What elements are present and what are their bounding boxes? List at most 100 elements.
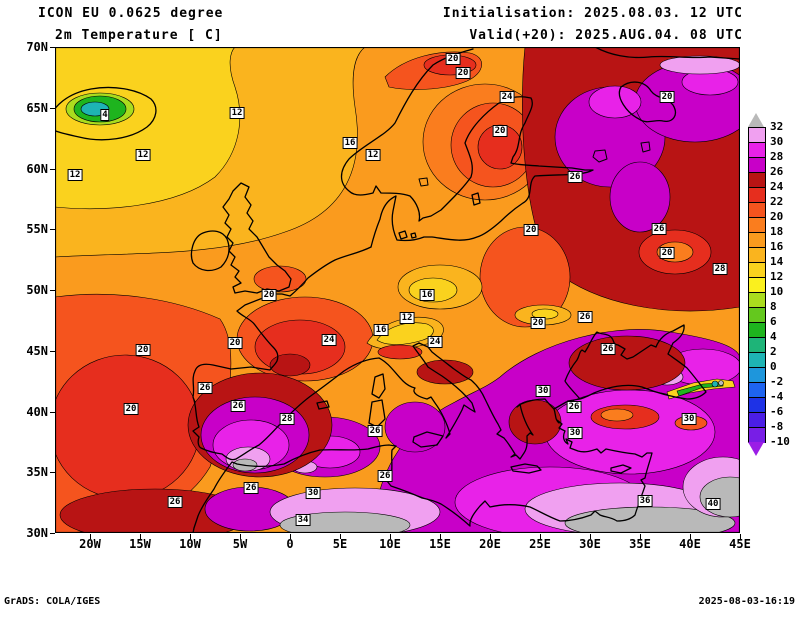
render-timestamp: 2025-08-03-16:19 bbox=[698, 596, 795, 607]
lon-label: 25E bbox=[529, 537, 551, 551]
legend-tick-label: -4 bbox=[770, 390, 784, 403]
grads-credit: GrADS: COLA/IGES bbox=[4, 596, 101, 607]
legend-tick-label: 10 bbox=[770, 285, 784, 298]
temp-band bbox=[253, 265, 307, 293]
corsica-coast bbox=[371, 373, 386, 399]
legend-swatch bbox=[748, 412, 766, 428]
lon-tick bbox=[340, 534, 341, 539]
coastline-layer bbox=[55, 47, 740, 533]
legend-tick-label: 8 bbox=[770, 300, 777, 313]
lon-tick bbox=[190, 534, 191, 539]
legend-swatch bbox=[748, 352, 766, 368]
lon-tick bbox=[240, 534, 241, 539]
initialisation-time: Initialisation: 2025.08.03. 12 UTC bbox=[442, 6, 743, 21]
temp-band-caucasus bbox=[711, 380, 719, 388]
legend-tick-label: -6 bbox=[770, 405, 784, 418]
legend-swatch bbox=[748, 367, 766, 383]
legend-swatch bbox=[748, 322, 766, 338]
legend-tick-label: 26 bbox=[770, 165, 784, 178]
legend-tick-label: 20 bbox=[770, 210, 784, 223]
lat-tick bbox=[50, 472, 55, 474]
legend-swatch bbox=[748, 113, 764, 127]
legend-tick-label: 24 bbox=[770, 180, 784, 193]
lat-tick bbox=[50, 411, 55, 413]
lon-tick bbox=[440, 534, 441, 539]
legend-tick-label: 0 bbox=[770, 360, 777, 373]
lon-tick bbox=[540, 534, 541, 539]
lat-label: 40N bbox=[26, 404, 48, 419]
temp-band bbox=[80, 101, 110, 117]
temp-band bbox=[674, 415, 708, 431]
lon-tick bbox=[640, 534, 641, 539]
lat-tick bbox=[50, 107, 55, 109]
lat-label: 30N bbox=[26, 526, 48, 540]
lake-ladoga bbox=[592, 149, 608, 163]
blacksea-coast bbox=[553, 324, 707, 410]
temp-band bbox=[588, 85, 642, 119]
legend-swatch bbox=[748, 397, 766, 413]
legend-tick-label: 6 bbox=[770, 315, 777, 328]
lat-label: 45N bbox=[26, 343, 48, 358]
temp-band bbox=[376, 322, 434, 345]
lon-label: 10W bbox=[179, 537, 201, 551]
lon-label: 5E bbox=[332, 537, 348, 551]
lon-tick bbox=[290, 534, 291, 539]
lon-label: 30E bbox=[579, 537, 601, 551]
legend-tick-label: 16 bbox=[770, 240, 784, 253]
legend-tick-label: 22 bbox=[770, 195, 784, 208]
sardinia-coast bbox=[368, 399, 386, 428]
great-britain-coast bbox=[222, 182, 292, 294]
lat-tick bbox=[50, 350, 55, 352]
temp-band bbox=[609, 161, 671, 233]
legend-tick-label: 12 bbox=[770, 270, 784, 283]
temp-band bbox=[564, 506, 736, 533]
legend-tick-label: 14 bbox=[770, 255, 784, 268]
lon-label: 5W bbox=[232, 537, 248, 551]
legend-swatch bbox=[748, 427, 766, 443]
temp-band bbox=[269, 353, 311, 377]
legend-tick-label: 4 bbox=[770, 330, 777, 343]
parameter-title: 2m Temperature [ C] bbox=[55, 28, 223, 43]
legend-tick-label: -10 bbox=[770, 435, 790, 448]
legend-swatch bbox=[748, 277, 766, 293]
lake-vanern bbox=[418, 177, 429, 187]
temp-band bbox=[568, 335, 686, 391]
lon-label: 40E bbox=[679, 537, 701, 551]
lon-label: 15E bbox=[429, 537, 451, 551]
legend-tick-label: -8 bbox=[770, 420, 784, 433]
legend-swatch bbox=[748, 187, 766, 203]
temp-band bbox=[477, 124, 523, 170]
lon-tick bbox=[740, 534, 741, 539]
lake-onega bbox=[640, 141, 651, 153]
legend-swatch bbox=[748, 382, 766, 398]
temp-band bbox=[384, 401, 446, 453]
lat-label: 55N bbox=[26, 222, 48, 237]
turkey-africa-coast bbox=[192, 408, 653, 533]
sicily-coast bbox=[412, 431, 444, 448]
lat-label: 35N bbox=[26, 465, 48, 480]
lon-tick bbox=[590, 534, 591, 539]
white-sea-coast bbox=[618, 81, 677, 123]
lat-label: 65N bbox=[26, 100, 48, 115]
temp-band bbox=[408, 277, 458, 303]
ireland-coast bbox=[190, 230, 230, 272]
lon-tick bbox=[90, 534, 91, 539]
temp-band bbox=[279, 511, 411, 533]
gotland-coast bbox=[471, 192, 481, 206]
west-europe-coast bbox=[192, 246, 555, 461]
temp-band bbox=[531, 308, 559, 320]
temp-band bbox=[377, 344, 423, 360]
legend-tick-label: 30 bbox=[770, 135, 784, 148]
map-frame bbox=[55, 47, 740, 533]
legend-swatch bbox=[748, 337, 766, 353]
field-layer bbox=[55, 47, 740, 533]
legend-swatch bbox=[748, 142, 766, 158]
temp-band-caucasus bbox=[676, 382, 724, 397]
lon-label: 35E bbox=[629, 537, 651, 551]
lat-tick bbox=[50, 229, 55, 231]
legend-swatch bbox=[748, 217, 766, 233]
legend-tick-label: 2 bbox=[770, 345, 777, 358]
lat-tick bbox=[50, 168, 55, 170]
legend-swatch bbox=[748, 157, 766, 173]
